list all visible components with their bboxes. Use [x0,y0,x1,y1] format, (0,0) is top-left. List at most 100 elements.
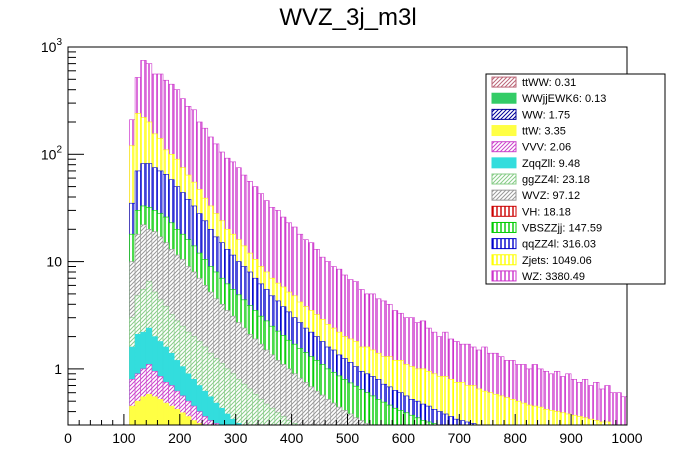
bar [598,388,605,426]
bar [313,390,320,426]
bar [464,385,471,426]
legend-entry-wz: WZ: 3380.49 [491,270,585,283]
bar [458,382,466,426]
legend-label: ZqqZll: 9.48 [522,158,580,170]
legend-label: ggZZ4l: 23.18 [522,174,590,186]
bar [403,412,410,426]
bar [358,389,365,426]
bar [520,402,527,426]
bar [369,395,376,426]
x-tick-label: 600 [392,430,416,446]
bar [207,420,214,426]
legend-label: ttW: 3.35 [522,126,566,138]
bar [196,411,203,426]
bar [615,392,622,426]
bar [604,385,611,426]
bar [503,397,510,426]
bar [576,416,583,426]
legend-label: qqZZ4l: 316.03 [522,239,596,251]
bar [285,368,292,426]
legend-entry-ttww: ttWW: 0.31 [491,76,576,89]
y-tick-label: 10 [46,254,62,270]
bar [542,409,550,426]
bar [157,399,164,426]
bar [168,405,175,426]
bar [380,401,387,426]
legend-swatch [491,254,517,266]
legend-label: WZ: 3380.49 [522,271,585,283]
bar [352,417,359,426]
bar [414,417,421,426]
legend-label: VVV: 2.06 [522,142,571,154]
bar [570,414,577,426]
x-tick-label: 200 [168,430,192,446]
bar [341,410,348,426]
bar [436,411,443,426]
bar [291,373,298,426]
legend-entry-ggzz4l: ggZZ4l: 23.18 [491,173,590,186]
bar [397,410,404,426]
bar [296,377,304,426]
bar [537,406,544,426]
bar [609,392,617,426]
bar [201,416,209,426]
legend: ttWW: 0.31 WWjjEWK6: 0.13 WW: 1.75 ttW: 3.3… [485,73,666,285]
legend-entry-wvz: WVZ: 97.12 [491,189,580,202]
bar [173,409,181,426]
bar [442,413,449,426]
legend-entry-qqzz4l: qqZZ4l: 316.03 [491,238,596,251]
legend-entry-vh: VH: 18.18 [491,205,571,218]
legend-label: WW: 1.75 [522,109,570,121]
bar [324,399,332,426]
bar [190,420,197,426]
legend-swatch [491,270,517,282]
legend-swatch [491,205,517,217]
bar [514,400,522,426]
x-tick-label: 700 [448,430,472,446]
bar [229,373,237,426]
bar [531,405,538,426]
bar [565,413,572,426]
bar [559,412,566,426]
x-tick-label: 400 [280,430,304,446]
y-tick-label: 103 [41,37,63,55]
bar [145,393,153,426]
bar [246,388,253,426]
legend-swatch [491,221,517,233]
legend-swatch [491,141,517,153]
y-tick-label: 1 [54,361,62,377]
legend-label: Zjets: 1049.06 [522,255,592,267]
bar [185,416,192,426]
bar [453,382,460,426]
legend-swatch [491,92,517,104]
bar [263,403,270,426]
bar [280,364,287,426]
bar [274,412,281,426]
bar [252,393,259,426]
bar [330,402,337,426]
bar [581,417,589,426]
x-tick-label: 900 [559,430,583,446]
bar [302,382,309,426]
bar [336,406,343,426]
bar [554,411,561,426]
legend-swatch [491,189,517,201]
bar [509,399,516,426]
x-tick-label: 800 [504,430,528,446]
bar [235,378,242,426]
bar [363,392,371,426]
legend-entry-ww: WW: 1.75 [491,108,570,121]
bar [481,390,488,426]
legend-label: WWjjEWK6: 0.13 [522,93,606,105]
bar [587,418,594,426]
y-axis: 1 10 102 103 [41,37,84,426]
legend-swatch [491,108,517,120]
bar [134,400,141,426]
legend-entry-wwjjewk6: WWjjEWK6: 0.13 [491,92,606,105]
bar [240,383,248,426]
x-tick-label: 1000 [611,430,642,446]
bar [280,416,287,426]
x-tick-label: 500 [336,430,360,446]
legend-label: WVZ: 97.12 [522,190,580,202]
